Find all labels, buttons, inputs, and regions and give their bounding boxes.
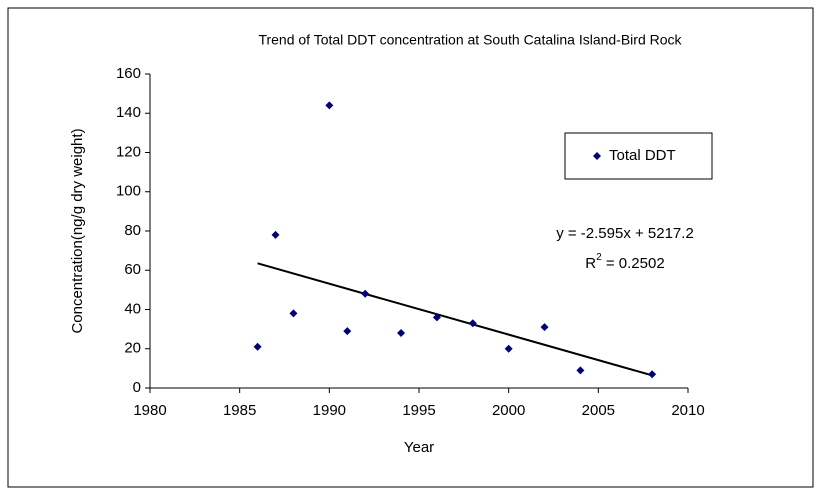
y-tick-label: 60 — [124, 261, 141, 278]
data-point — [397, 329, 406, 338]
data-point — [468, 319, 477, 328]
trendline-r-squared: R2 = 0.2502 — [585, 252, 664, 272]
x-tick-label: 1995 — [402, 402, 435, 419]
x-tick-label: 1985 — [223, 402, 256, 419]
data-point — [432, 313, 441, 322]
y-tick-label: 80 — [124, 222, 141, 239]
chart-title: Trend of Total DDT concentration at Sout… — [258, 32, 682, 48]
trendline — [257, 262, 653, 377]
data-point — [343, 327, 352, 336]
y-axis-label: Concentration(ng/g dry weight) — [69, 128, 86, 333]
data-point — [576, 366, 585, 375]
y-tick-label: 20 — [124, 340, 141, 357]
data-point — [271, 230, 280, 239]
x-tick-label: 2010 — [671, 402, 704, 419]
y-tick-label: 0 — [133, 379, 141, 396]
x-axis-label: Year — [404, 439, 434, 456]
data-point — [540, 323, 549, 332]
legend-label: Total DDT — [609, 147, 676, 164]
data-point — [289, 309, 298, 318]
legend-marker — [593, 152, 601, 160]
y-tick-label: 120 — [116, 143, 141, 160]
y-tick-label: 100 — [116, 183, 141, 200]
y-tick-label: 140 — [116, 104, 141, 121]
trendline-equation: y = -2.595x + 5217.2 — [556, 225, 694, 242]
data-point — [253, 342, 262, 351]
data-point — [325, 101, 334, 110]
y-tick-label: 40 — [124, 300, 141, 317]
x-tick-label: 1990 — [313, 402, 346, 419]
chart-border — [7, 7, 814, 488]
data-point — [361, 289, 370, 298]
r-squared-part: = 0.2502 — [602, 255, 665, 272]
legend-box — [564, 132, 713, 180]
data-point — [504, 344, 513, 353]
x-tick-label: 1980 — [133, 402, 166, 419]
y-tick-label: 160 — [116, 65, 141, 82]
x-tick-label: 2005 — [582, 402, 615, 419]
x-tick-label: 2000 — [492, 402, 525, 419]
data-point — [648, 370, 657, 379]
r-squared-part: R — [585, 255, 596, 272]
r-squared-part: 2 — [596, 252, 602, 263]
